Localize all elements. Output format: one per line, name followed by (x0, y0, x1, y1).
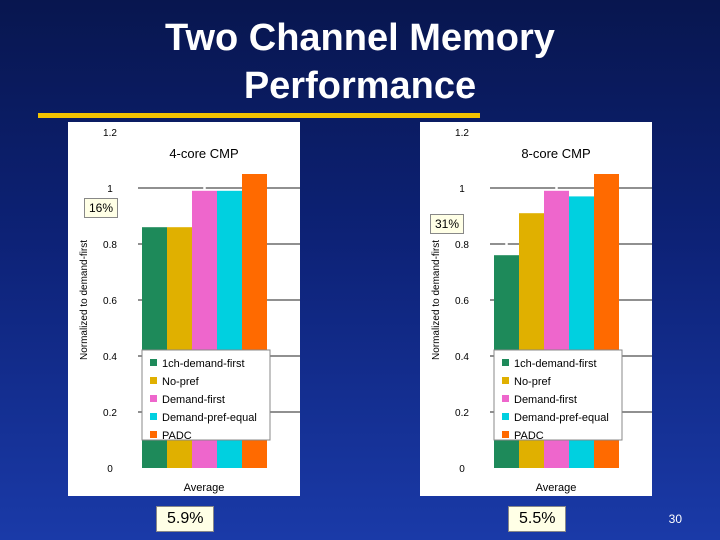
legend-swatch (502, 431, 509, 438)
y-tick-label: 0.6 (455, 296, 469, 307)
legend-swatch (502, 395, 509, 402)
gain-callout: 5.9% (156, 506, 215, 532)
gap-arrow-head (501, 192, 512, 202)
gain-callout: 5.5% (508, 506, 567, 532)
gap-arrow-head (149, 192, 160, 202)
legend-entry: PADC (162, 430, 192, 442)
x-tick-label: Average (184, 482, 225, 494)
legend-swatch (150, 413, 157, 420)
y-tick-label: 0.8 (455, 240, 469, 251)
legend-entry: 1ch-demand-first (514, 358, 597, 370)
y-tick-label: 0.2 (103, 408, 117, 419)
legend-box (493, 349, 623, 441)
legend: 1ch-demand-first No-pref Demand-first Deman… (141, 349, 271, 442)
legend-swatch (502, 359, 509, 366)
legend-swatch (150, 431, 157, 438)
y-tick-label: 1 (107, 184, 113, 195)
legend-entry: PADC (514, 430, 544, 442)
legend-box (141, 349, 271, 441)
title-underline (38, 113, 480, 118)
gain-arrow-head (199, 176, 210, 184)
legend-entry: No-pref (162, 376, 200, 388)
y-tick-label: 0 (107, 464, 113, 475)
chart-title: 8-core CMP (521, 146, 590, 161)
y-tick-label: 0.4 (103, 352, 117, 363)
y-tick-label: 0.8 (103, 240, 117, 251)
legend-swatch (150, 359, 157, 366)
chart-title: 4-core CMP (169, 146, 238, 161)
legend-entry: Demand-pref-equal (514, 412, 609, 424)
legend-swatch (502, 413, 509, 420)
legend-entry: No-pref (514, 376, 552, 388)
y-tick-label: 1.2 (455, 128, 469, 139)
legend: 1ch-demand-first No-pref Demand-first Deman… (493, 349, 623, 442)
legend-entry: 1ch-demand-first (162, 358, 245, 370)
y-axis-label: Normalized to demand-first (79, 240, 90, 360)
gap-callout: 16% (84, 198, 119, 218)
gain-arrow-head (551, 176, 562, 184)
y-tick-label: 1 (459, 184, 465, 195)
chart-svg: 0 0.2 0.4 0.6 0.8 1 1.2 Normalized to demand-fi… (68, 122, 300, 496)
legend-entry: Demand-first (514, 394, 577, 406)
y-tick-label: 0.4 (455, 352, 469, 363)
slide-title: Two Channel Memory Performance (165, 17, 555, 107)
legend-swatch (150, 395, 157, 402)
legend-entry: Demand-pref-equal (162, 412, 257, 424)
chart-svg: 0 0.2 0.4 0.6 0.8 1 1.2 Normalized to demand-fi… (420, 122, 652, 496)
legend-entry: Demand-first (162, 394, 225, 406)
y-tick-label: 0.6 (103, 296, 117, 307)
y-tick-label: 1.2 (103, 128, 117, 139)
page-number: 30 (668, 512, 682, 526)
y-tick-label: 0.2 (455, 408, 469, 419)
legend-swatch (502, 377, 509, 384)
y-axis-label: Normalized to demand-first (431, 240, 442, 360)
gap-callout: 31% (430, 214, 465, 234)
y-tick-label: 0 (459, 464, 465, 475)
chart-4-core-cmp: 0 0.2 0.4 0.6 0.8 1 1.2 Normalized to demand-fi… (68, 122, 300, 532)
x-tick-label: Average (536, 482, 577, 494)
chart-8-core-cmp: 0 0.2 0.4 0.6 0.8 1 1.2 Normalized to demand-fi… (420, 122, 652, 532)
legend-swatch (150, 377, 157, 384)
